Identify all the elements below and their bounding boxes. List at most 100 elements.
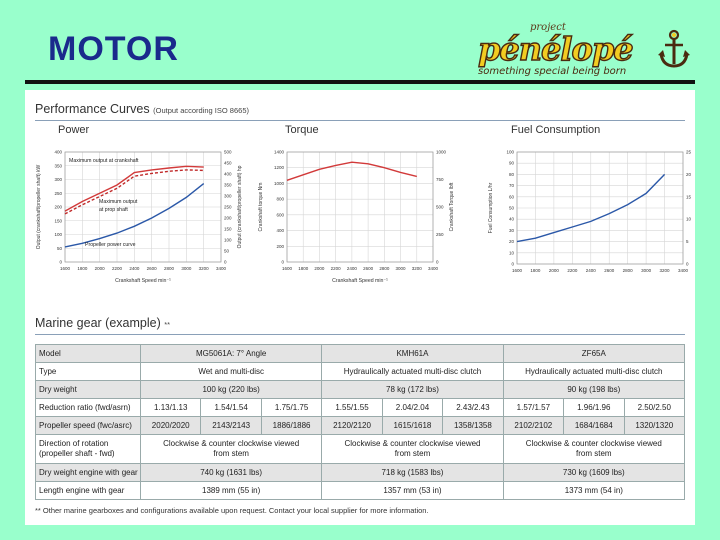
- x-tick-label: 3400: [428, 266, 439, 271]
- row-label-line: (propeller shaft - fwd): [39, 449, 115, 458]
- row-label: Model: [35, 344, 141, 363]
- y2-tick-label: 150: [224, 227, 232, 232]
- y-tick-label: 100: [54, 232, 62, 237]
- cell-line: from stem: [213, 449, 249, 458]
- y2-tick-label: 250: [224, 205, 232, 210]
- table-cell: 1320/1320: [623, 416, 685, 435]
- table-cell: 2102/2102: [502, 416, 565, 435]
- x-tick-label: 1600: [60, 266, 71, 271]
- y2-tick-label: 0: [224, 260, 227, 265]
- y2-axis-label: Crankshaft Torque lbft: [449, 182, 455, 231]
- y2-tick-label: 300: [224, 194, 232, 199]
- header-rule: [25, 80, 695, 84]
- x-tick-label: 3200: [199, 266, 210, 271]
- logo-project-text: project: [530, 22, 566, 33]
- performance-title: Performance Curves (Output according ISO…: [35, 102, 249, 116]
- gear-title-mark: **: [164, 320, 171, 329]
- series-line-0: [64, 165, 204, 212]
- row-label: Length engine with gear: [35, 481, 141, 500]
- x-tick-label: 1600: [512, 268, 523, 273]
- x-axis-label: Crankshaft Speed min⁻¹: [115, 278, 171, 284]
- row-label: Type: [35, 362, 141, 381]
- y2-tick-label: 20: [686, 172, 692, 177]
- y-tick-label: 350: [54, 163, 62, 168]
- x-tick-label: 2200: [567, 268, 578, 273]
- fuel-chart: 1600 1800 2000 2200 2400 2600 2800 3000 3200 3400…: [488, 150, 692, 274]
- x-tick-label: 3000: [641, 268, 652, 273]
- y-tick-label: 10: [509, 250, 515, 255]
- annotation-prop-curve: Propeller power curve: [85, 242, 136, 248]
- row-label: Dry weight: [35, 380, 141, 399]
- row-label: Propeller speed (fwc/asrc): [35, 416, 141, 435]
- x-tick-label: 2800: [379, 266, 390, 271]
- plot-frame: [516, 151, 684, 265]
- y-tick-label: 400: [276, 228, 284, 233]
- section-divider: [35, 334, 685, 335]
- table-cell: 1886/1886: [260, 416, 323, 435]
- y2-tick-label: 450: [224, 161, 232, 166]
- y-tick-label: 40: [509, 217, 515, 222]
- penelope-logo: project pénélopé something special being…: [476, 22, 691, 78]
- y2-tick-label: 25: [686, 150, 692, 155]
- table-cell: 1615/1618: [381, 416, 444, 435]
- fuel-label: Fuel Consumption: [511, 124, 601, 136]
- row-label: Direction of rotation (propeller shaft -…: [35, 434, 141, 464]
- cell-line: Clockwise & counter clockwise viewed: [525, 439, 662, 448]
- cell-line: Clockwise & counter clockwise viewed: [163, 439, 300, 448]
- table-cell: 1684/1684: [563, 416, 625, 435]
- table-row: Dry weight engine with gear 740 kg (1631…: [35, 463, 686, 482]
- x-tick-label: 3200: [660, 268, 671, 273]
- y-tick-label: 1000: [274, 181, 285, 186]
- y2-tick-label: 15: [686, 194, 692, 199]
- gear-title: Marine gear (example) **: [35, 316, 170, 330]
- y-tick-label: 200: [276, 244, 284, 249]
- y2-tick-label: 500: [436, 205, 444, 210]
- logo-wordmark: pénélopé: [477, 29, 634, 68]
- y-tick-label: 100: [506, 150, 514, 155]
- x-axis-label: Crankshaft Speed min⁻¹: [332, 278, 388, 284]
- table-cell: 1.75/1.75: [260, 398, 323, 417]
- table-cell: 1.13/1.13: [139, 398, 202, 417]
- table-cell: 2120/2120: [321, 416, 383, 435]
- x-tick-label: 1800: [530, 268, 541, 273]
- y-tick-label: 50: [57, 246, 63, 251]
- performance-note: (Output according ISO 8665): [153, 106, 249, 115]
- y-tick-label: 20: [509, 239, 515, 244]
- table-row: Propeller speed (fwc/asrc) 2020/2020 214…: [35, 416, 685, 435]
- table-cell: 1358/1358: [442, 416, 504, 435]
- y-tick-label: 1400: [274, 150, 285, 155]
- table-cell: Wet and multi-disc: [139, 362, 323, 381]
- footnote: ** Other marine gearboxes and configurat…: [35, 506, 429, 515]
- row-label-line: Direction of rotation: [39, 439, 109, 448]
- table-cell: ZF65A: [502, 344, 686, 363]
- table-cell: 1357 mm (53 in): [321, 481, 504, 500]
- x-tick-label: 2600: [147, 266, 158, 271]
- performance-charts: 1600 1800 2000 2200 2400 2600 2800 3000 3200 3400…: [36, 150, 692, 285]
- y2-tick-label: 1000: [436, 150, 447, 155]
- y2-tick-label: 250: [436, 232, 444, 237]
- x-tick-label: 1600: [282, 266, 293, 271]
- y-tick-label: 200: [54, 205, 62, 210]
- x-tick-label: 3000: [396, 266, 407, 271]
- table-row: Type Wet and multi-disc Hydraulically ac…: [35, 362, 686, 381]
- y2-tick-label: 100: [224, 238, 232, 243]
- table-cell: 1373 mm (54 in): [502, 481, 686, 500]
- table-cell: 100 kg (220 lbs): [139, 380, 323, 399]
- x-tick-label: 2400: [586, 268, 597, 273]
- y2-tick-label: 5: [686, 239, 689, 244]
- x-tick-label: 3000: [181, 266, 192, 271]
- table-cell: Clockwise & counter clockwise viewed fro…: [321, 434, 504, 464]
- cell-line: Clockwise & counter clockwise viewed: [344, 439, 481, 448]
- y2-tick-label: 350: [224, 183, 232, 188]
- y-axis-label: Fuel Consumption L/hr: [488, 182, 494, 233]
- table-cell: Hydraulically actuated multi-disc clutch: [321, 362, 504, 381]
- y-tick-label: 1200: [274, 165, 285, 170]
- table-cell: 1389 mm (55 in): [139, 481, 323, 500]
- spec-sheet: Performance Curves (Output according ISO…: [25, 90, 695, 525]
- y-axis-label: Crankshaft torque Nm: [258, 183, 264, 232]
- y-tick-label: 90: [509, 161, 515, 166]
- y2-tick-label: 200: [224, 216, 232, 221]
- table-cell: 718 kg (1583 lbs): [321, 463, 504, 482]
- series-line-1: [64, 169, 204, 215]
- table-cell: KMH61A: [321, 344, 504, 363]
